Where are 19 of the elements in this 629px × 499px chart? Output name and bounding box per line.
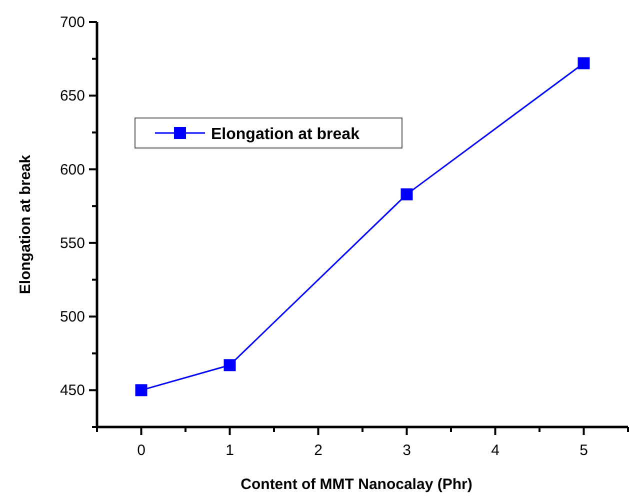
x-tick-label: 0 — [137, 442, 146, 459]
x-tick-label: 3 — [402, 442, 411, 459]
x-axis-title: Content of MMT Nanocalay (Phr) — [240, 476, 472, 493]
point — [224, 359, 236, 372]
y-tick-label: 450 — [60, 382, 85, 400]
y-tick-label: 500 — [60, 308, 85, 326]
legend-label: Elongation at break — [211, 126, 360, 143]
y-tick-label: 700 — [60, 14, 85, 31]
y-tick-label: 650 — [60, 88, 85, 105]
y-axis-title: Elongation at break — [17, 154, 34, 294]
point — [400, 188, 413, 200]
y-tick-label: 550 — [60, 234, 85, 252]
x-tick-label: 1 — [226, 442, 234, 459]
x-tick-label: 4 — [491, 442, 500, 459]
x-tick-label: 5 — [580, 442, 588, 459]
y-tick-label: 600 — [60, 161, 85, 178]
point — [135, 384, 148, 396]
x-tick-label: 2 — [314, 442, 322, 459]
point — [578, 57, 590, 70]
